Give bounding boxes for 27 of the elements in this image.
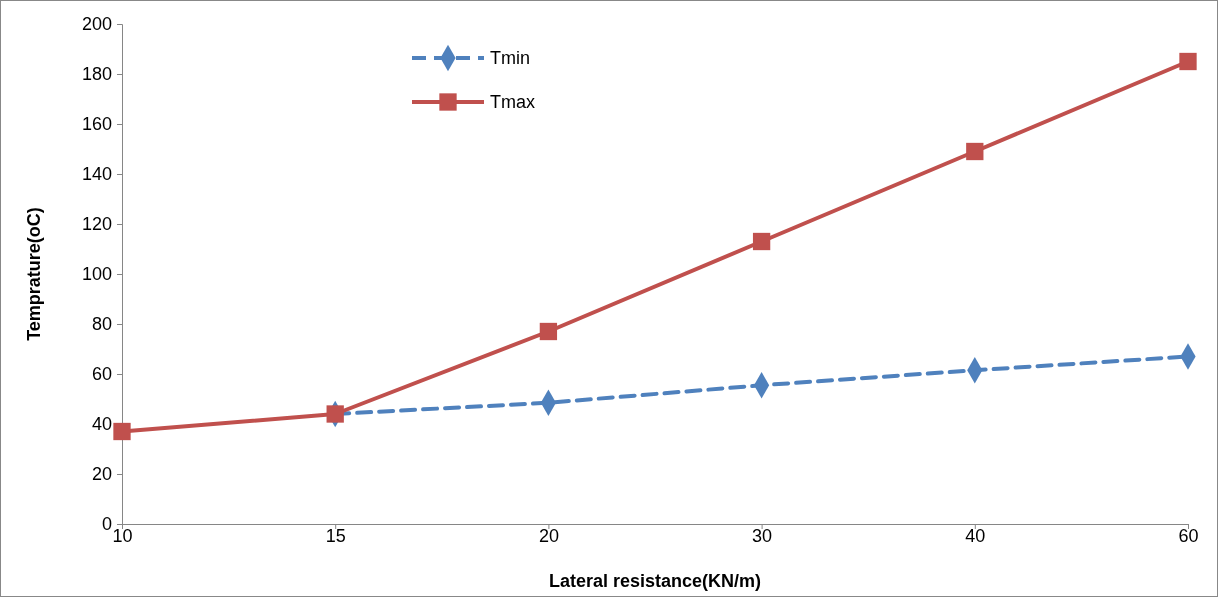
x-axis-title: Lateral resistance(KN/m) [548, 571, 762, 591]
point [539, 322, 558, 341]
y-tick-label: 140 [81, 164, 112, 185]
point [113, 422, 131, 441]
point [752, 232, 771, 251]
y-tick-label: 100 [81, 264, 112, 285]
x-tick-label: 15 [325, 526, 346, 546]
point [326, 405, 344, 423]
point [1179, 52, 1197, 71]
y-tick-label: 180 [81, 64, 112, 85]
point [966, 142, 984, 161]
x-tick-label: 20 [538, 526, 559, 546]
x-tick-label: 30 [752, 526, 773, 546]
y-tick-label: 60 [91, 364, 112, 385]
y-tick-label: 200 [81, 14, 112, 35]
y-tick-label: 40 [91, 414, 112, 435]
legend-label: Tmax [490, 92, 535, 112]
x-tick-label: 60 [1178, 526, 1199, 546]
y-tick-label: 120 [81, 214, 112, 235]
y-axis-title: Temprature(oC) [24, 207, 44, 341]
y-tick-label: 20 [91, 464, 112, 485]
x-tick-label: 40 [965, 526, 986, 546]
x-tick-label: 10 [112, 526, 133, 546]
y-tick-label: 0 [101, 514, 112, 535]
legend-label: Tmin [490, 48, 530, 68]
y-tick-label: 160 [81, 114, 112, 135]
y-tick-label: 80 [91, 314, 112, 335]
